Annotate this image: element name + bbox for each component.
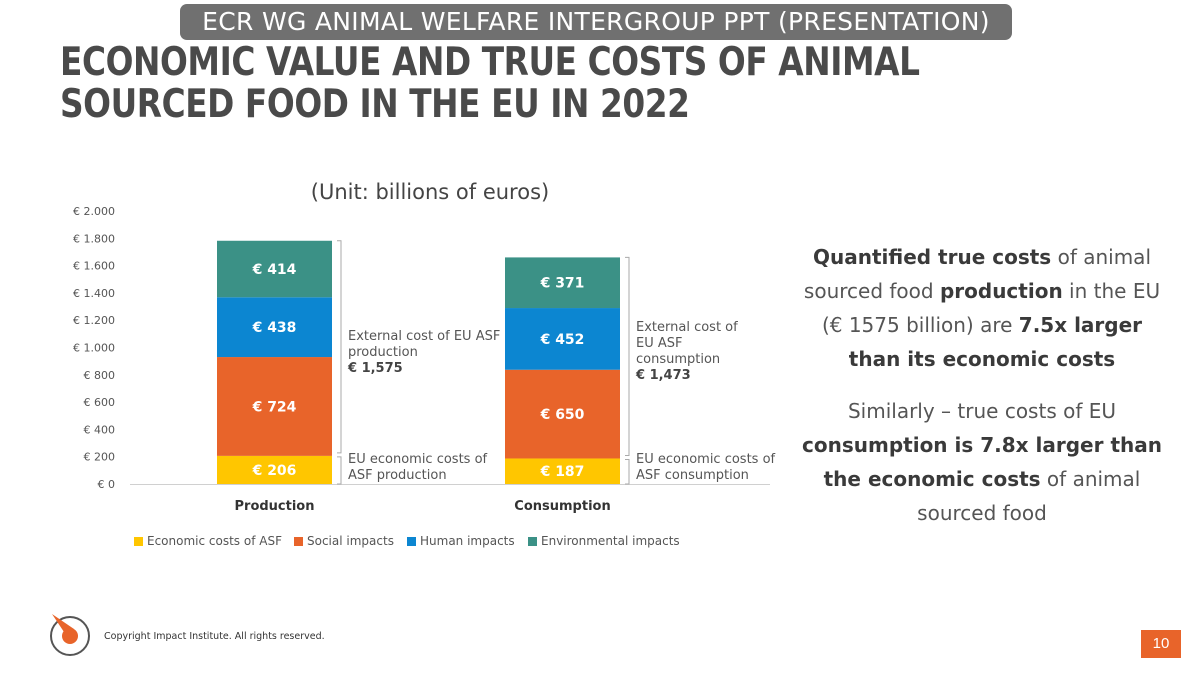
legend-label: Human impacts [420,534,515,548]
copyright-notice: Copyright Impact Institute. All rights r… [104,631,325,642]
annotation-text: consumption [636,352,720,367]
y-tick-label: € 1.000 [73,342,115,355]
y-tick-label: € 0 [98,478,116,491]
y-tick-label: € 800 [84,369,116,382]
legend-swatch [407,537,416,546]
annotation-text: EU ASF [636,336,682,351]
annotation-value: € 1,473 [635,368,691,383]
x-tick-label: Production [235,499,315,514]
annotation-text: production [348,345,418,360]
data-label: € 371 [540,276,585,292]
bar-segment [217,297,332,358]
y-tick-label: € 600 [84,396,116,409]
annotation-text: External cost of [636,320,738,335]
legend-label: Economic costs of ASF [147,534,282,548]
impact-institute-logo [50,614,90,656]
data-label: € 414 [252,262,297,278]
bracket-economic [625,458,630,485]
bar-segment [217,455,332,484]
y-tick-label: € 200 [84,451,116,464]
data-label: € 650 [540,407,585,423]
annotation-text: ASF production [348,468,447,483]
stacked-bar-chart: € 0 € 200 € 400 € 600 € 800 € 1.000 € 1.200 € 1… [73,205,776,548]
bracket-external [337,240,342,454]
slide-title: ECONOMIC VALUE AND TRUE COSTS OF ANIMAL … [60,40,920,127]
annotation-text: ASF consumption [636,468,749,483]
bracket-external [625,256,630,456]
legend-swatch [528,537,537,546]
summary-paragraph-production: Quantified true costs of animal sourced … [803,245,1161,371]
legend-label: Social impacts [307,534,394,548]
summary-text: Quantified true costs of animal sourced … [802,240,1162,548]
data-label: € 452 [540,332,585,348]
data-label: € 438 [252,320,297,336]
bar-segment [505,257,620,309]
data-label: € 724 [252,399,297,415]
bar-segment [217,240,332,298]
data-label: € 187 [540,464,585,480]
annotation-text: External cost of EU ASF [348,329,500,344]
data-label: € 206 [252,463,297,479]
y-tick-label: € 1.600 [73,260,115,273]
annotation-value: € 1,575 [347,361,403,376]
legend-swatch [294,537,303,546]
bracket-economic [337,456,342,485]
annotation-text: EU economic costs of [636,452,776,467]
page-number: 10 [1141,630,1181,658]
legend-swatch [134,537,143,546]
annotation-text: EU economic costs of [348,452,488,467]
y-tick-label: € 1.200 [73,314,115,327]
y-tick-label: € 1.800 [73,232,115,245]
y-tick-label: € 2.000 [73,205,115,218]
legend-label: Environmental impacts [541,534,680,548]
bar-segment [217,357,332,456]
summary-paragraph-consumption: Similarly – true costs of EU consumption… [802,399,1162,525]
y-tick-label: € 400 [84,423,116,436]
x-tick-label: Consumption [514,499,610,514]
y-tick-label: € 1.400 [73,287,115,300]
presentation-label: ECR WG ANIMAL WELFARE INTERGROUP PPT (PR… [180,4,1012,40]
bar-segment [505,369,620,459]
bar-segment [505,458,620,484]
chart-subtitle: (Unit: billions of euros) [310,180,550,204]
bar-segment [505,308,620,370]
